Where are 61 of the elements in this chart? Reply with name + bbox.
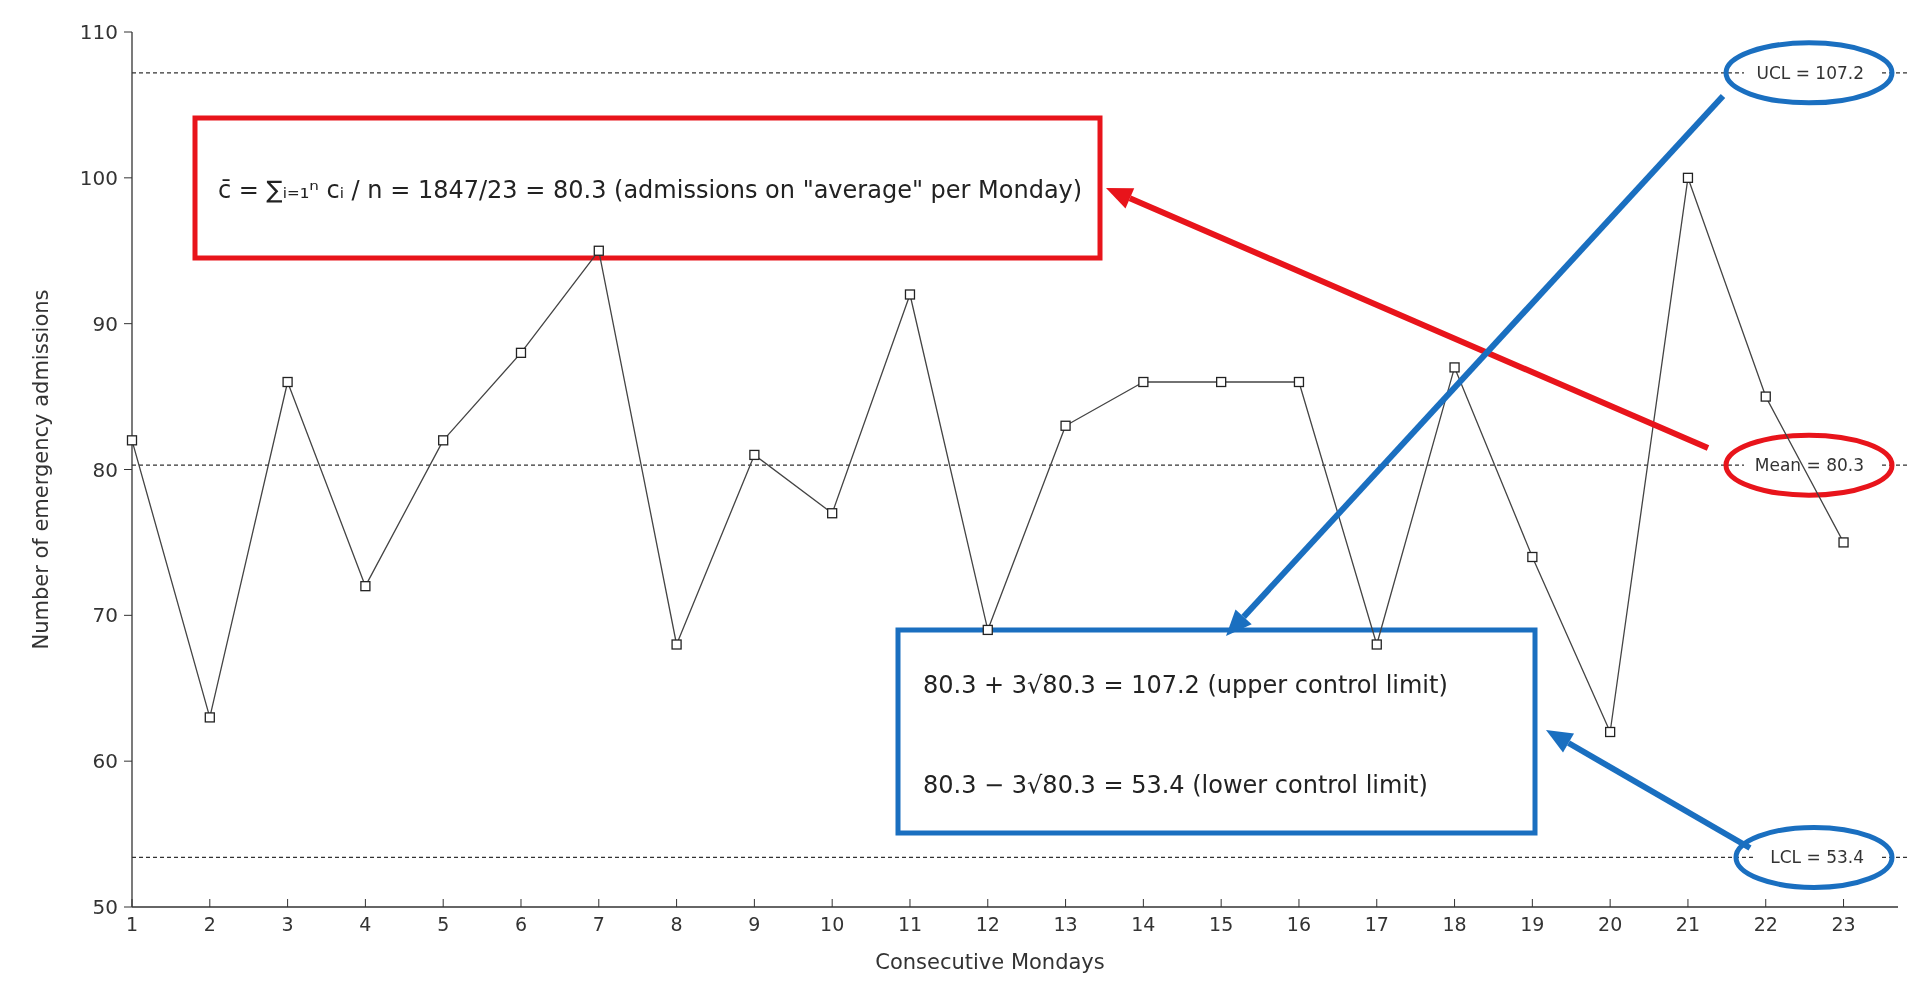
annotation: 80.3 + 3√80.3 = 107.2 (upper control limit) [923,671,1448,699]
point [749,449,760,461]
y-tick-label: 90 [92,311,118,336]
point [827,508,838,519]
x-axis-title: Consecutive Mondays [875,950,1105,974]
point [1682,172,1694,183]
point [282,376,293,388]
point [904,289,916,300]
x-tick-label: 7 [592,913,605,935]
point [1138,376,1149,388]
point [1449,362,1460,373]
point [1838,537,1849,548]
x-tick-label: 1 [125,913,139,935]
point [982,624,993,636]
point [1293,376,1305,388]
point [593,245,604,256]
x-tick-label: 6 [514,913,528,935]
point [671,639,682,650]
point [126,435,138,446]
point [515,347,527,358]
x-tick-label: 11 [897,913,923,935]
x-tick-label: 19 [1520,913,1545,935]
ref-line-label: UCL = 107.2 [1756,62,1864,83]
point [204,712,215,723]
x-tick-label: 4 [359,913,372,935]
point [1060,420,1071,431]
x-tick-label: 8 [670,913,683,935]
x-tick-label: 2 [203,913,216,935]
y-tick-label: 70 [92,603,118,628]
ref-line-label: Mean = 80.3 [1754,455,1864,476]
x-tick-label: 15 [1209,913,1234,935]
x-tick-label: 21 [1675,913,1701,935]
point [1605,726,1616,738]
point [438,435,449,446]
x-tick-label: 12 [975,913,1000,935]
x-tick-label: 3 [281,913,294,935]
x-tick-label: 16 [1286,913,1312,935]
x-tick-label: 18 [1442,913,1467,935]
point [1371,639,1382,650]
x-tick-label: 5 [437,913,450,935]
annotation: c̄ = ∑ᵢ₌₁ⁿ cᵢ / n = 1847/23 = 80.3 (admissions on "average" per Monday) [218,176,1083,204]
y-tick-label: 80 [92,457,118,482]
x-tick-label: 10 [820,913,845,935]
y-tick-label: 110 [79,20,118,44]
x-tick-label: 22 [1753,913,1778,935]
point [1527,551,1538,563]
y-tick-label: 100 [79,165,118,190]
x-tick-label: 9 [748,913,761,935]
x-tick-label: 13 [1053,913,1078,935]
y-tick-label: 60 [92,749,118,774]
point [360,581,371,592]
y-tick-label: 50 [92,895,118,919]
point [1760,391,1771,402]
ref-line-label: LCL = 53.4 [1770,847,1864,868]
x-tick-label: 20 [1598,913,1623,935]
point [1216,376,1227,388]
x-tick-label: 17 [1364,913,1389,935]
x-tick-label: 14 [1131,913,1156,935]
x-tick-label: 23 [1831,913,1856,935]
annotation: 80.3 − 3√80.3 = 53.4 (lower control limit) [923,771,1428,799]
y-axis-title: Number of emergency admissions [29,289,53,650]
